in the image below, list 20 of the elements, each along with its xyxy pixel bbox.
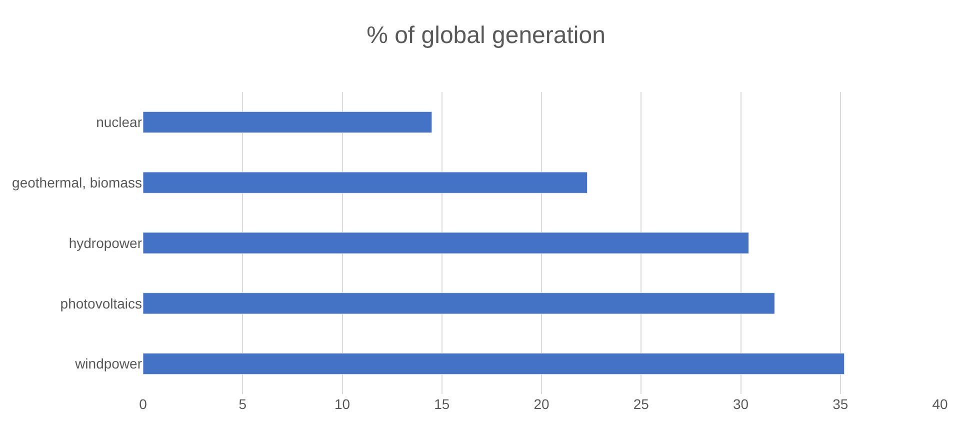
x-tick-label: 20 [534, 396, 550, 412]
x-tick-label: 30 [732, 396, 749, 412]
y-tick-label: geothermal, biomass [12, 174, 142, 190]
bar [143, 172, 588, 194]
x-tick-label: 10 [334, 396, 350, 412]
x-tick-label: 15 [434, 396, 450, 412]
x-tick-label: 40 [932, 396, 948, 412]
y-tick-label: photovoltaics [60, 295, 142, 312]
y-tick-label: nuclear [96, 114, 142, 130]
chart-title: % of global generation [366, 22, 606, 50]
x-tick-label: 5 [238, 396, 247, 412]
x-tick-label: 0 [139, 396, 148, 412]
x-tick-label: 35 [832, 396, 848, 412]
x-tick-label: 25 [633, 396, 650, 412]
bar [143, 111, 432, 134]
y-tick-label: windpower [74, 356, 142, 372]
y-tick-label: hydropower [68, 234, 142, 251]
bar [143, 352, 845, 375]
bar [143, 292, 775, 314]
bar [143, 232, 749, 254]
